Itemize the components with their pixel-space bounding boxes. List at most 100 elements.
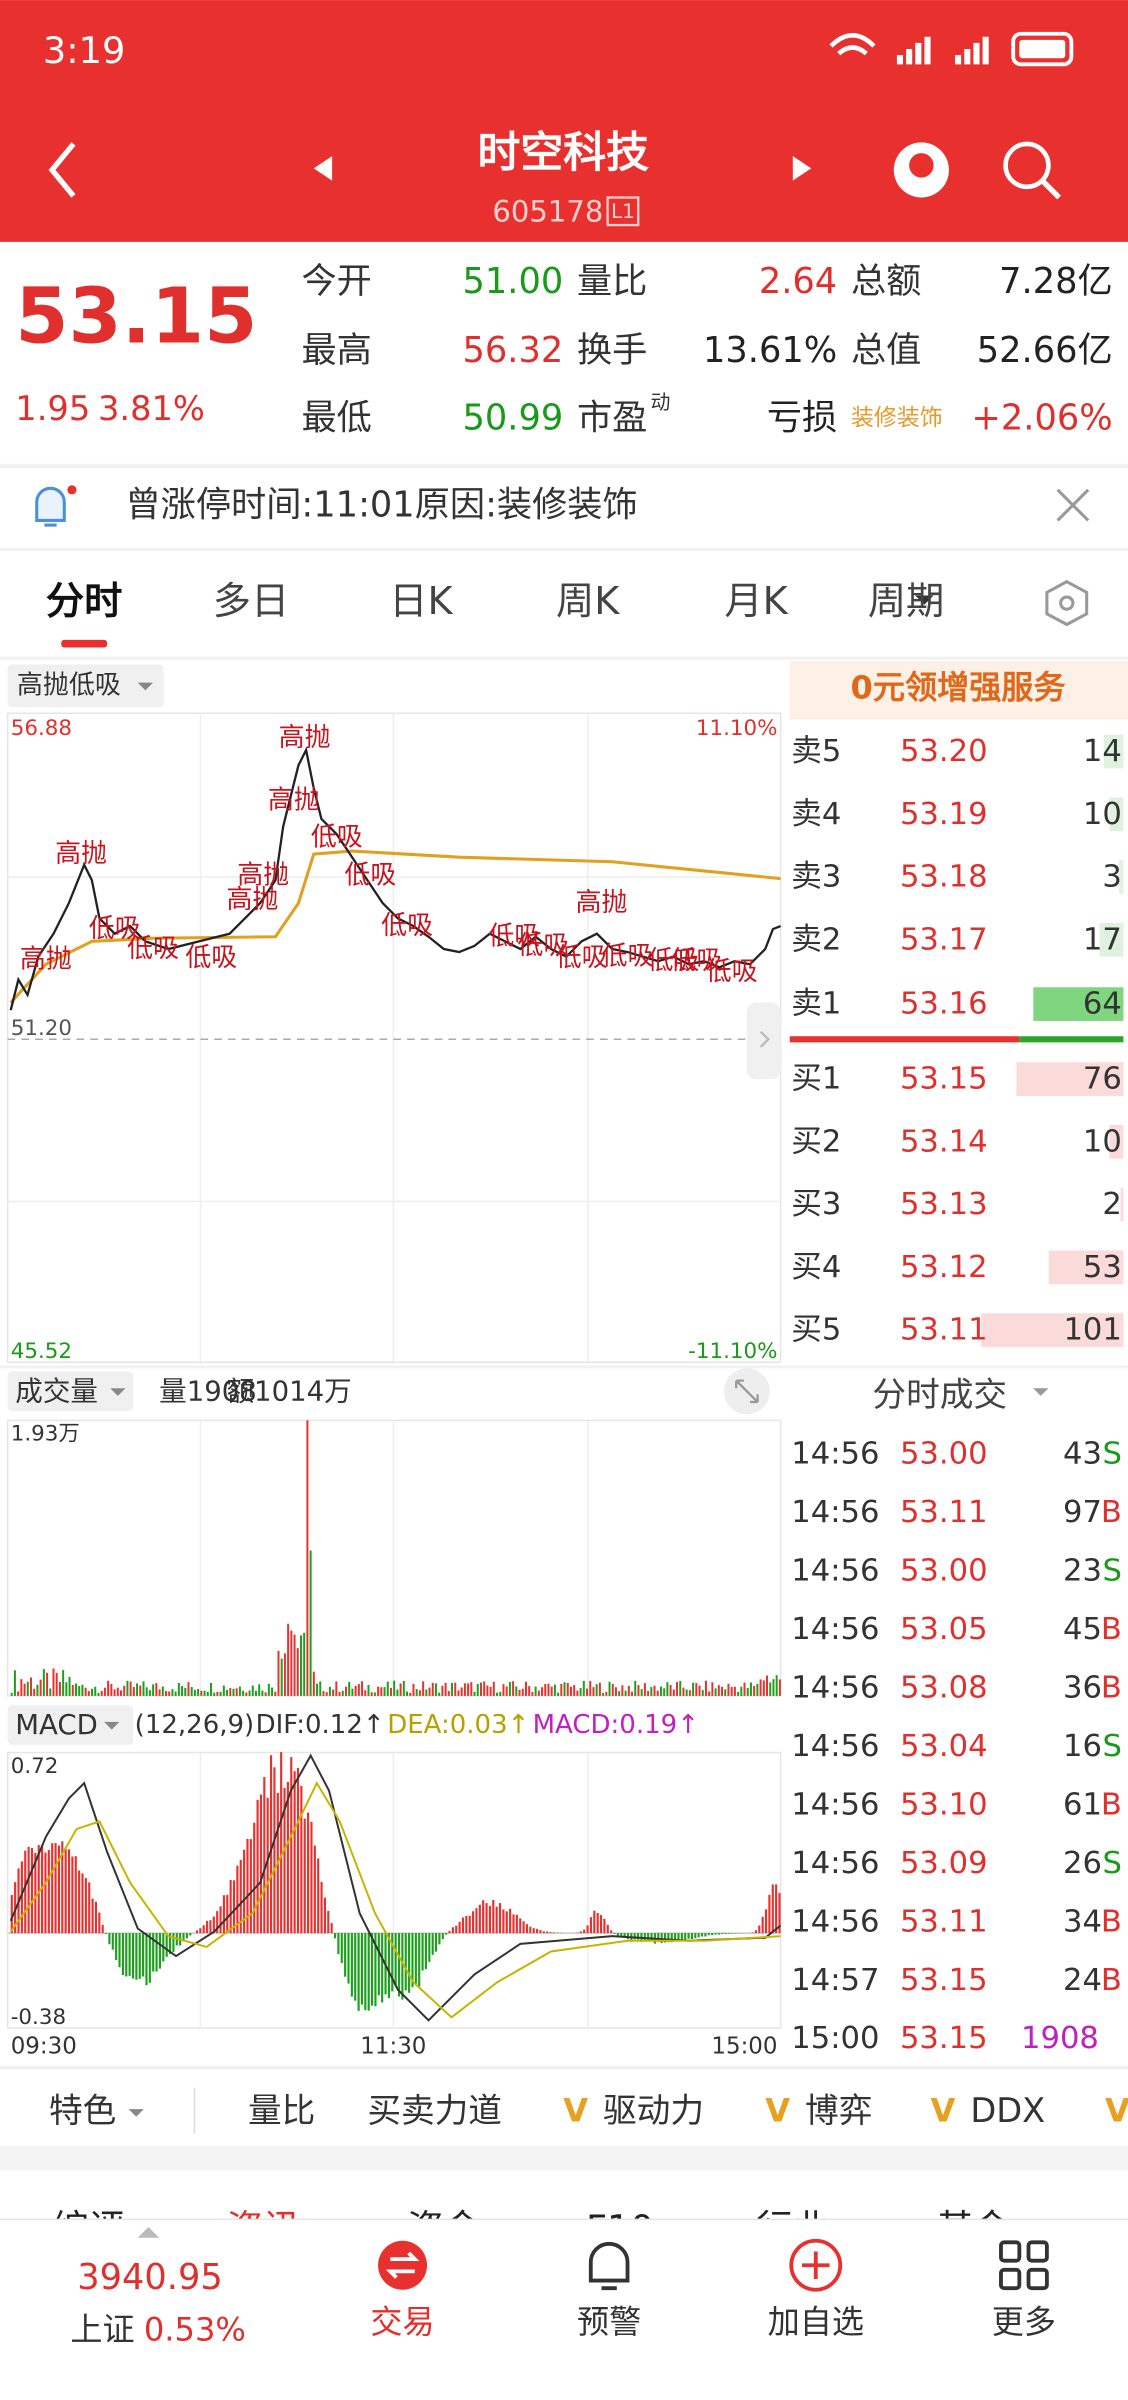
- notice-icon: [35, 486, 66, 527]
- macd-bar-shape: [583, 1929, 586, 1934]
- nav-item[interactable]: 预警: [577, 2303, 641, 2341]
- close-notice[interactable]: [1056, 488, 1090, 522]
- book-label: 卖4: [791, 797, 841, 832]
- add-watch-icon[interactable]: [789, 2238, 843, 2292]
- divider: [0, 463, 1128, 469]
- trade-side: B: [1101, 1670, 1122, 1705]
- volume-bar-shape: [682, 1687, 685, 1696]
- macd-bar-shape: [98, 1912, 101, 1934]
- macd-bar-shape: [47, 1850, 50, 1934]
- side-handle[interactable]: [746, 1002, 781, 1080]
- trade-side: S: [1102, 1729, 1121, 1764]
- more-icon[interactable]: [999, 2240, 1049, 2291]
- volume-bar-shape: [71, 1684, 74, 1696]
- volume-bar-shape: [107, 1680, 110, 1696]
- stat-value: 52.66亿: [977, 330, 1113, 371]
- search-icon[interactable]: [1003, 141, 1051, 190]
- volume-bar-shape: [624, 1690, 627, 1696]
- trade-icon[interactable]: [378, 2240, 428, 2290]
- toolbar-item[interactable]: DDX: [970, 2091, 1045, 2130]
- service-banner[interactable]: [789, 661, 1128, 720]
- macd-bar-shape: [128, 1933, 131, 1976]
- macd-bar-shape: [485, 1903, 488, 1934]
- volume-bar-shape: [306, 1420, 309, 1696]
- volume-bar-shape: [589, 1680, 592, 1696]
- macd-bar-shape: [232, 1880, 236, 1934]
- volume-bar-shape: [685, 1689, 688, 1696]
- volume-bar-shape: [303, 1632, 306, 1696]
- macd-chart: [7, 1752, 782, 2022]
- level-badge: L1: [611, 200, 635, 223]
- back-button[interactable]: [48, 142, 76, 198]
- nav-item[interactable]: 加自选: [768, 2303, 864, 2341]
- macd-bar-shape: [478, 1904, 481, 1934]
- macd-bar-shape: [30, 1847, 34, 1934]
- volume-bar-shape: [293, 1634, 296, 1696]
- macd-bar-shape: [219, 1906, 222, 1934]
- time-label: 09:30: [11, 2033, 77, 2059]
- alert-icon[interactable]: [588, 2241, 630, 2291]
- tab-underline: [61, 639, 108, 648]
- macd-bar-shape: [586, 1925, 589, 1934]
- price-grid: [7, 713, 781, 1363]
- macd-bar-shape: [71, 1856, 74, 1934]
- tab[interactable]: 月K: [724, 579, 788, 624]
- macd-bar-shape: [441, 1933, 444, 1939]
- macd-bar-shape: [660, 1933, 663, 1944]
- macd-bar-shape: [57, 1845, 60, 1934]
- trade-volume: 43: [1063, 1437, 1102, 1472]
- nav-item[interactable]: 交易: [370, 2303, 434, 2341]
- trade-volume: 23: [1063, 1554, 1102, 1589]
- tab[interactable]: 分时: [46, 579, 123, 624]
- mode-select[interactable]: [7, 664, 164, 708]
- nav-item[interactable]: 更多: [992, 2303, 1056, 2341]
- toolbar-item[interactable]: 买卖力道: [367, 2091, 502, 2130]
- stat-value: 7.28亿: [999, 261, 1113, 302]
- volume-bar-shape: [663, 1688, 666, 1696]
- toolbar-item[interactable]: 量比: [248, 2091, 315, 2130]
- macd-bar-shape: [434, 1933, 438, 1952]
- volume-bar-shape: [563, 1682, 566, 1696]
- volume-bar-shape: [65, 1682, 68, 1696]
- volume-bar-shape: [518, 1689, 521, 1696]
- volume-bar-shape: [126, 1680, 129, 1696]
- prev-stock[interactable]: [313, 156, 333, 181]
- macd-bar-shape: [657, 1933, 660, 1942]
- macd-bar-shape: [300, 1785, 303, 1934]
- volume-bar-shape: [541, 1687, 544, 1696]
- macd-bar-shape: [310, 1821, 313, 1934]
- volume-select[interactable]: [7, 1371, 134, 1412]
- macd-bar-shape: [222, 1895, 225, 1934]
- volume-title: 成交量: [15, 1375, 98, 1407]
- tab[interactable]: 日K: [389, 579, 453, 624]
- macd-bar-shape: [495, 1906, 498, 1934]
- macd-bar-shape: [684, 1933, 687, 1941]
- macd-select[interactable]: [7, 1705, 134, 1745]
- volume-bar-shape: [643, 1683, 646, 1696]
- book-price: 53.11: [900, 1313, 988, 1348]
- macd-bar-shape: [360, 1933, 364, 2005]
- depth-bar: [1048, 1250, 1124, 1285]
- volume-bar-shape: [216, 1691, 219, 1696]
- tab[interactable]: 周期: [868, 579, 945, 624]
- settings-icon[interactable]: [1045, 579, 1089, 627]
- volume-bar-shape: [730, 1686, 733, 1696]
- macd-bar-shape: [323, 1897, 327, 1934]
- trade-time: 14:56: [791, 1787, 879, 1822]
- toolbar-item[interactable]: 博弈: [805, 2091, 872, 2130]
- toolbar-item[interactable]: 特色: [49, 2091, 116, 2130]
- volume-bar-shape: [415, 1689, 418, 1696]
- book-volume: 2: [1102, 1187, 1121, 1222]
- macd-max: 0.72: [11, 1754, 59, 1779]
- next-stock[interactable]: [792, 156, 812, 181]
- toolbar-item[interactable]: 驱动力: [603, 2091, 704, 2130]
- volume-bar-shape: [74, 1683, 77, 1696]
- tab[interactable]: 多日: [213, 579, 290, 624]
- volume-bar-shape: [595, 1684, 598, 1696]
- macd-bar-shape: [522, 1921, 525, 1934]
- signal-label: 低吸: [556, 943, 608, 973]
- tab[interactable]: 周K: [556, 579, 620, 624]
- icons: [0, 31, 1128, 2171]
- stat-value: 51.00: [462, 261, 563, 302]
- change: 1.95: [15, 389, 90, 428]
